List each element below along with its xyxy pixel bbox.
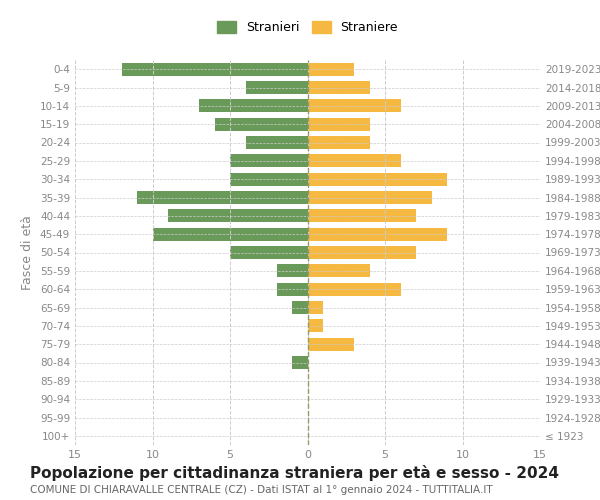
- Bar: [215, 118, 308, 130]
- Bar: [308, 338, 354, 350]
- Bar: [308, 246, 416, 259]
- Bar: [230, 154, 308, 167]
- Bar: [292, 356, 308, 369]
- Bar: [308, 81, 370, 94]
- Text: COMUNE DI CHIARAVALLE CENTRALE (CZ) - Dati ISTAT al 1° gennaio 2024 - TUTTITALIA: COMUNE DI CHIARAVALLE CENTRALE (CZ) - Da…: [30, 485, 493, 495]
- Bar: [308, 228, 447, 240]
- Bar: [308, 154, 401, 167]
- Bar: [277, 283, 308, 296]
- Bar: [292, 301, 308, 314]
- Bar: [308, 191, 431, 204]
- Bar: [308, 100, 401, 112]
- Text: Popolazione per cittadinanza straniera per età e sesso - 2024: Popolazione per cittadinanza straniera p…: [30, 465, 559, 481]
- Bar: [308, 264, 370, 277]
- Y-axis label: Fasce di età: Fasce di età: [22, 215, 34, 290]
- Bar: [245, 136, 308, 149]
- Bar: [308, 210, 416, 222]
- Bar: [230, 173, 308, 186]
- Bar: [308, 63, 354, 76]
- Bar: [277, 264, 308, 277]
- Bar: [308, 136, 370, 149]
- Bar: [152, 228, 308, 240]
- Bar: [308, 301, 323, 314]
- Bar: [308, 320, 323, 332]
- Bar: [245, 81, 308, 94]
- Bar: [137, 191, 308, 204]
- Legend: Stranieri, Straniere: Stranieri, Straniere: [212, 16, 403, 39]
- Bar: [168, 210, 308, 222]
- Bar: [199, 100, 308, 112]
- Bar: [121, 63, 308, 76]
- Bar: [308, 173, 447, 186]
- Bar: [308, 118, 370, 130]
- Bar: [230, 246, 308, 259]
- Bar: [308, 283, 401, 296]
